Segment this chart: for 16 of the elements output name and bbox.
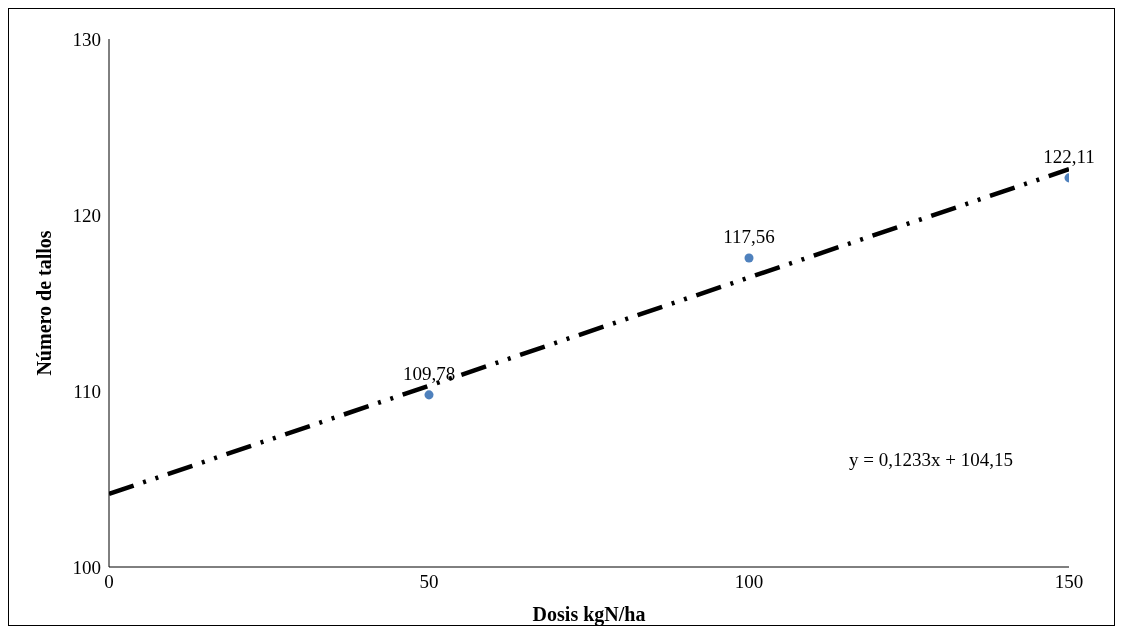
x-tick-label: 100 xyxy=(734,571,764,593)
x-tick-label: 0 xyxy=(104,571,114,593)
annotation: y = 0,1233x + 104,15 xyxy=(849,449,1013,471)
y-axis-title: Número de tallos xyxy=(33,230,56,376)
y-tick-label: 130 xyxy=(72,28,101,50)
point xyxy=(424,390,434,400)
data-label: 122,11 xyxy=(1043,146,1095,168)
x-tick-label: 150 xyxy=(1054,571,1084,593)
data-label: 109,78 xyxy=(402,363,456,385)
x-tick-label: 50 xyxy=(419,571,439,593)
x-axis-title: Dosis kgN/ha xyxy=(532,603,646,626)
data-label: 117,56 xyxy=(723,226,775,248)
y-tick-label: 110 xyxy=(73,380,101,402)
y-tick-label: 120 xyxy=(72,204,101,226)
y-tick-label: 100 xyxy=(72,556,101,578)
point xyxy=(744,253,754,263)
